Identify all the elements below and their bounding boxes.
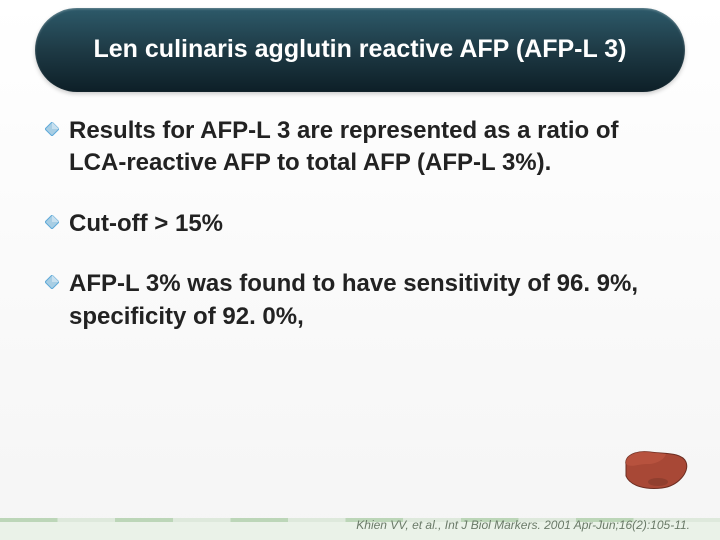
slide: Len culinaris agglutin reactive AFP (AFP… [0,0,720,540]
bullet-item: Cut-off > 15% [45,208,675,240]
content-area: Results for AFP-L 3 are represented as a… [45,115,675,361]
bullet-item: AFP-L 3% was found to have sensitivity o… [45,268,675,333]
bullet-text: Results for AFP-L 3 are represented as a… [69,115,675,180]
diamond-icon [45,122,59,136]
bullet-item: Results for AFP-L 3 are represented as a… [45,115,675,180]
bullet-text: Cut-off > 15% [69,208,223,240]
diamond-icon [45,275,59,289]
title-bar: Len culinaris agglutin reactive AFP (AFP… [35,8,685,92]
citation: Khien VV, et al., Int J Biol Markers. 20… [356,518,690,532]
bullet-text: AFP-L 3% was found to have sensitivity o… [69,268,675,333]
diamond-icon [45,215,59,229]
slide-title: Len culinaris agglutin reactive AFP (AFP… [64,34,657,65]
liver-illustration [620,446,692,494]
